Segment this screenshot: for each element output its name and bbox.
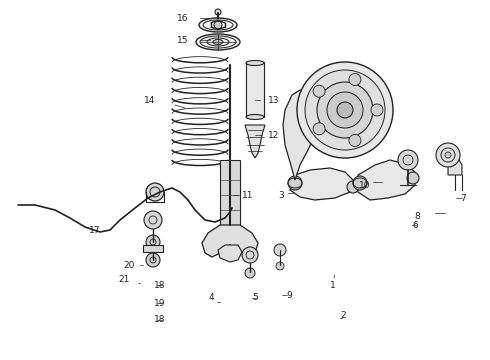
- Circle shape: [398, 150, 418, 170]
- Text: 12: 12: [268, 131, 279, 140]
- Ellipse shape: [246, 114, 264, 120]
- Text: 10: 10: [359, 180, 370, 189]
- Text: 16: 16: [176, 14, 188, 23]
- Text: 2: 2: [340, 310, 345, 320]
- Circle shape: [317, 82, 373, 138]
- Circle shape: [214, 21, 222, 29]
- Bar: [220, 160, 240, 225]
- Circle shape: [245, 268, 255, 278]
- Circle shape: [371, 104, 383, 116]
- Circle shape: [297, 62, 393, 158]
- Circle shape: [313, 85, 325, 97]
- Polygon shape: [283, 90, 318, 180]
- Circle shape: [337, 102, 353, 118]
- Text: 21: 21: [119, 275, 130, 284]
- Text: 7: 7: [460, 194, 466, 202]
- Ellipse shape: [246, 60, 264, 66]
- Text: 18: 18: [153, 280, 165, 289]
- Text: 14: 14: [144, 95, 155, 104]
- Polygon shape: [202, 225, 258, 257]
- Circle shape: [349, 134, 361, 147]
- Text: 1: 1: [330, 280, 336, 289]
- Text: 11: 11: [242, 190, 253, 199]
- Circle shape: [274, 244, 286, 256]
- Circle shape: [242, 247, 258, 263]
- Circle shape: [276, 262, 284, 270]
- Circle shape: [327, 92, 363, 128]
- Text: 6: 6: [412, 220, 418, 230]
- Text: 8: 8: [414, 212, 420, 220]
- Circle shape: [146, 253, 160, 267]
- Polygon shape: [290, 168, 355, 200]
- Text: 13: 13: [268, 95, 279, 104]
- Text: 3: 3: [278, 190, 284, 199]
- Ellipse shape: [213, 40, 223, 45]
- Circle shape: [215, 9, 221, 15]
- Circle shape: [305, 70, 385, 150]
- Polygon shape: [245, 125, 265, 158]
- Circle shape: [146, 183, 164, 201]
- Circle shape: [407, 172, 419, 184]
- Text: 9: 9: [286, 291, 292, 300]
- Text: 19: 19: [153, 298, 165, 307]
- Text: 20: 20: [123, 261, 135, 270]
- Bar: [143, 245, 163, 252]
- Circle shape: [353, 176, 367, 190]
- Polygon shape: [218, 245, 242, 262]
- Text: 17: 17: [89, 225, 100, 234]
- Ellipse shape: [199, 18, 237, 32]
- Circle shape: [313, 123, 325, 135]
- Circle shape: [288, 176, 302, 190]
- Text: 5: 5: [252, 293, 258, 302]
- Text: 15: 15: [176, 36, 188, 45]
- Circle shape: [445, 152, 451, 158]
- Text: 18: 18: [153, 315, 165, 324]
- Circle shape: [144, 211, 162, 229]
- Circle shape: [349, 73, 361, 86]
- Text: 4: 4: [208, 293, 214, 302]
- Bar: [246, 62, 264, 117]
- Ellipse shape: [196, 34, 240, 50]
- Circle shape: [347, 181, 359, 193]
- Circle shape: [146, 235, 160, 249]
- Polygon shape: [448, 152, 462, 175]
- Circle shape: [436, 143, 460, 167]
- Polygon shape: [358, 160, 415, 200]
